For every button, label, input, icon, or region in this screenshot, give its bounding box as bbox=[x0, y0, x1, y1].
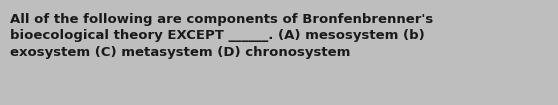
Text: All of the following are components of Bronfenbrenner's
bioecological theory EXC: All of the following are components of B… bbox=[10, 13, 434, 59]
